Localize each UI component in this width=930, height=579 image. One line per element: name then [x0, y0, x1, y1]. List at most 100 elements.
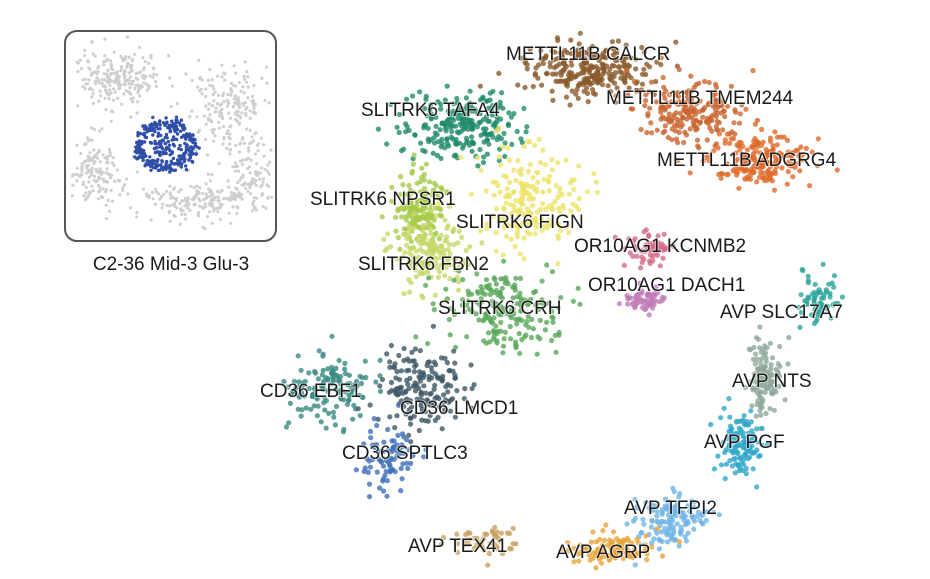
cell-point [438, 106, 444, 112]
inset-cell-point [169, 104, 173, 109]
inset-cell-point [236, 113, 240, 118]
cell-point [732, 159, 738, 165]
inset-highlight-point [157, 150, 161, 155]
inset-cell-point [218, 217, 222, 221]
cell-point [423, 390, 429, 396]
cell-point [544, 225, 550, 231]
cell-point [545, 221, 551, 227]
inset-cell-point [104, 90, 109, 95]
inset-cell-point [203, 137, 207, 142]
inset-cell-point [87, 180, 91, 184]
inset-cell-point [211, 104, 215, 108]
inset-cell-point [113, 90, 117, 94]
inset-cell-point [130, 79, 134, 83]
inset-cell-point [243, 101, 247, 105]
inset-cell-point [243, 141, 247, 145]
inset-highlight-point [153, 120, 157, 125]
cell-point [393, 214, 399, 220]
cell-point [628, 106, 634, 112]
cell-point [546, 300, 552, 306]
inset-cell-point [248, 183, 252, 187]
cell-point [439, 378, 445, 384]
inset-highlight-point [173, 168, 178, 172]
cell-point [521, 143, 527, 149]
cell-point [513, 177, 519, 183]
inset-cell-point [101, 84, 105, 88]
cell-point [638, 126, 644, 133]
inset-highlight-point [163, 123, 167, 128]
inset-cell-point [221, 125, 226, 129]
inset-cell-point [267, 101, 271, 105]
cell-point [540, 60, 546, 67]
inset-cell-point [159, 194, 164, 199]
cell-point [428, 214, 435, 221]
cell-point [732, 456, 739, 462]
cell-point [558, 227, 564, 234]
cell-point [385, 426, 391, 433]
inset-cell-point [245, 80, 249, 84]
inset-cell-point [246, 156, 250, 160]
cell-point [556, 61, 563, 67]
inset-cell-point [204, 87, 208, 91]
cell-point [593, 70, 600, 76]
inset-cell-point [218, 202, 222, 206]
inset-cell-point [233, 161, 238, 165]
inset-cell-point [122, 92, 126, 96]
cell-point [659, 553, 666, 559]
cell-point [446, 203, 452, 209]
cell-point [501, 205, 507, 211]
inset-cell-point [178, 222, 182, 226]
cell-point [465, 288, 471, 294]
cell-point [547, 60, 553, 66]
inset-cell-point [93, 54, 97, 58]
cell-point [433, 205, 439, 211]
cell-point [429, 192, 435, 198]
inset-cell-point [149, 54, 153, 58]
cell-point [743, 154, 749, 161]
inset-cell-point [254, 131, 258, 135]
cell-point [691, 518, 698, 524]
inset-cell-point [111, 156, 115, 160]
cell-point [642, 103, 648, 109]
inset-highlight-point [133, 149, 137, 154]
cell-point [459, 234, 465, 240]
cell-point [767, 174, 773, 180]
inset-cell-point [204, 182, 208, 186]
cell-point [427, 227, 433, 233]
cell-point [814, 163, 821, 169]
inset-cell-point [123, 69, 127, 73]
inset-cell-point [153, 187, 158, 191]
cell-point [805, 278, 811, 284]
cell-point [590, 87, 596, 93]
cell-point [494, 338, 500, 344]
inset-highlight-point [164, 116, 168, 120]
cell-point [643, 92, 649, 98]
cell-point [799, 157, 805, 163]
cell-point [420, 206, 426, 212]
cell-point [664, 539, 671, 545]
cell-point [660, 130, 666, 136]
cell-point [543, 206, 549, 212]
inset-cell-point [190, 109, 194, 113]
inset-cell-point [244, 107, 248, 111]
cell-point [459, 302, 465, 308]
inset-cell-point [93, 155, 98, 159]
inset-highlight-point [182, 157, 186, 161]
cell-point [394, 369, 400, 375]
inset-cell-point [106, 198, 110, 202]
cell-point [404, 96, 410, 102]
cell-point [521, 235, 527, 241]
cell-point [549, 167, 555, 173]
cell-point [518, 180, 524, 186]
cell-point [444, 225, 450, 231]
inset-highlight-point [151, 160, 155, 164]
inset-cell-point [265, 81, 269, 85]
inset-cell-point [262, 143, 266, 147]
cell-point [601, 68, 607, 74]
cell-point [550, 71, 556, 77]
inset-cell-point [81, 85, 85, 89]
inset-cell-point [197, 58, 201, 63]
inset-cell-point [75, 143, 79, 147]
cell-point [411, 211, 417, 217]
cell-point [350, 416, 356, 422]
